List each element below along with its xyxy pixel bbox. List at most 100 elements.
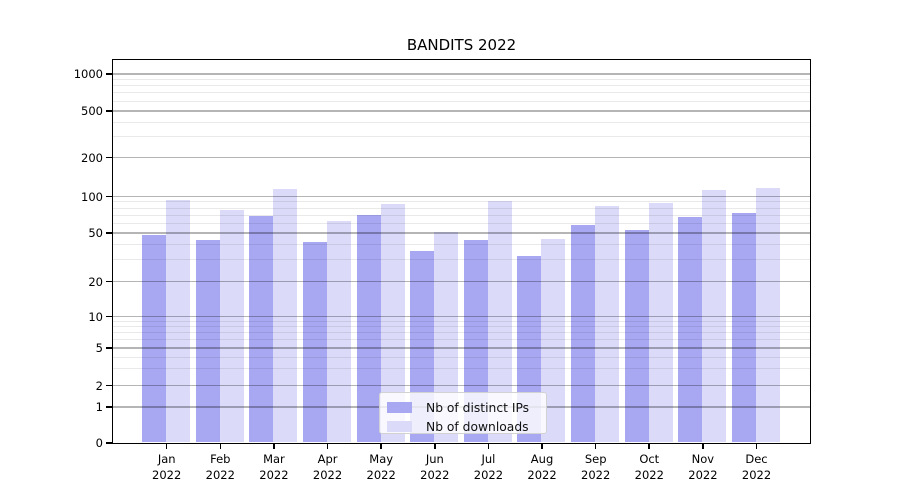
y-tick-mark xyxy=(106,280,113,283)
gridline-minor xyxy=(113,332,810,334)
x-tick-year: 2022 xyxy=(527,467,557,482)
x-tick-month: Jan xyxy=(157,452,176,466)
x-tick-month: Jun xyxy=(425,452,444,466)
y-tick-mark xyxy=(106,384,113,387)
chart-title: BANDITS 2022 xyxy=(406,36,517,54)
bar-nb-of-distinct-ips-nov-2022 xyxy=(678,216,703,442)
y-tick-mark xyxy=(106,232,113,234)
x-tick-mark xyxy=(702,444,704,449)
x-tick-mark xyxy=(380,444,382,449)
x-tick-year: 2022 xyxy=(473,467,504,482)
x-tick-mark xyxy=(487,444,490,449)
gridline-minor xyxy=(113,100,810,102)
x-tick-mark xyxy=(594,444,597,449)
legend-item-downloads: Nb of downloads xyxy=(387,417,546,436)
gridline-minor xyxy=(113,214,810,216)
y-tick-label: 1 xyxy=(95,400,103,414)
x-tick-mark xyxy=(219,444,222,449)
x-tick-label: May 2022 xyxy=(353,452,409,483)
bar-nb-of-distinct-ips-may-2022 xyxy=(356,214,381,442)
gridline-major xyxy=(113,232,810,234)
y-tick-mark xyxy=(106,406,113,408)
x-tick-month: Feb xyxy=(210,452,231,466)
x-tick-mark xyxy=(648,444,651,449)
x-tick-label: Dec 2022 xyxy=(729,452,785,483)
legend-label: Nb of distinct IPs xyxy=(426,400,530,415)
y-tick-mark xyxy=(106,315,113,318)
gridline-minor xyxy=(113,136,810,138)
gridline-major xyxy=(113,156,810,159)
y-tick-label: 50 xyxy=(88,226,103,240)
gridline-minor xyxy=(113,356,810,358)
gridline-minor xyxy=(113,121,810,123)
gridline-major xyxy=(113,280,810,283)
gridline-minor xyxy=(113,207,810,209)
legend-swatch-distinct-ips xyxy=(387,402,412,413)
x-tick-year: 2022 xyxy=(152,467,182,482)
legend-label: Nb of downloads xyxy=(426,419,529,434)
x-tick-year: 2022 xyxy=(259,467,289,482)
bar-nb-of-downloads-mar-2022 xyxy=(273,189,298,442)
gridline-minor xyxy=(113,326,810,328)
x-tick-year: 2022 xyxy=(312,467,343,482)
plot-area xyxy=(112,59,811,444)
x-tick-mark xyxy=(165,444,168,449)
bar-nb-of-downloads-nov-2022 xyxy=(702,189,727,442)
gridline-major xyxy=(113,384,810,387)
bar-nb-of-downloads-oct-2022 xyxy=(648,203,673,442)
x-tick-mark xyxy=(755,444,758,449)
x-tick-month: Apr xyxy=(317,452,338,466)
y-tick-label: 100 xyxy=(81,189,103,204)
bar-nb-of-downloads-jan-2022 xyxy=(166,199,191,442)
gridline-minor xyxy=(113,368,810,370)
x-tick-year: 2022 xyxy=(634,467,664,482)
y-tick-mark xyxy=(106,442,113,444)
x-tick-year: 2022 xyxy=(366,467,396,482)
x-tick-year: 2022 xyxy=(420,467,450,482)
bar-nb-of-distinct-ips-oct-2022 xyxy=(624,230,649,442)
x-tick-month: Mar xyxy=(263,452,285,466)
gridline-minor xyxy=(113,85,810,87)
x-tick-label: Jul 2022 xyxy=(460,452,516,483)
bar-nb-of-downloads-sep-2022 xyxy=(595,205,620,442)
bar-nb-of-distinct-ips-sep-2022 xyxy=(571,224,596,442)
legend-item-distinct-ips: Nb of distinct IPs xyxy=(387,398,546,417)
bar-nb-of-distinct-ips-jan-2022 xyxy=(142,234,167,442)
x-tick-label: Nov 2022 xyxy=(675,452,731,483)
x-tick-mark xyxy=(326,444,329,449)
x-tick-mark xyxy=(541,444,543,449)
x-tick-month: Sep xyxy=(584,452,607,466)
y-tick-label: 0 xyxy=(95,436,103,450)
gridline-minor xyxy=(113,79,810,81)
x-tick-month: Oct xyxy=(639,452,660,466)
x-tick-mark xyxy=(273,444,275,449)
x-tick-label: Sep 2022 xyxy=(568,452,624,483)
bar-nb-of-downloads-feb-2022 xyxy=(219,209,244,442)
y-tick-label: 2 xyxy=(95,378,103,393)
bar-nb-of-distinct-ips-dec-2022 xyxy=(731,213,756,442)
gridlines-layer xyxy=(113,60,810,443)
x-tick-month: Jul xyxy=(481,452,496,466)
gridline-major xyxy=(113,110,810,112)
gridline-major xyxy=(113,347,810,349)
x-tick-year: 2022 xyxy=(581,467,611,482)
x-tick-year: 2022 xyxy=(688,467,718,482)
gridline-minor xyxy=(113,259,810,261)
x-tick-mark xyxy=(434,444,436,449)
y-tick-mark xyxy=(106,195,113,198)
gridline-minor xyxy=(113,320,810,322)
gridline-minor xyxy=(113,201,810,203)
x-tick-year: 2022 xyxy=(741,467,772,482)
bar-nb-of-distinct-ips-feb-2022 xyxy=(195,240,220,442)
bar-nb-of-distinct-ips-apr-2022 xyxy=(302,241,327,442)
y-tick-mark xyxy=(106,110,113,112)
x-tick-month: Dec xyxy=(745,452,768,466)
legend-swatch-downloads xyxy=(387,421,412,432)
x-tick-month: May xyxy=(369,452,394,466)
x-tick-label: Apr 2022 xyxy=(300,452,356,483)
y-tick-label: 10 xyxy=(88,309,103,324)
y-tick-mark xyxy=(106,73,113,75)
y-tick-label: 200 xyxy=(81,150,103,165)
y-tick-label: 1000 xyxy=(73,67,103,81)
